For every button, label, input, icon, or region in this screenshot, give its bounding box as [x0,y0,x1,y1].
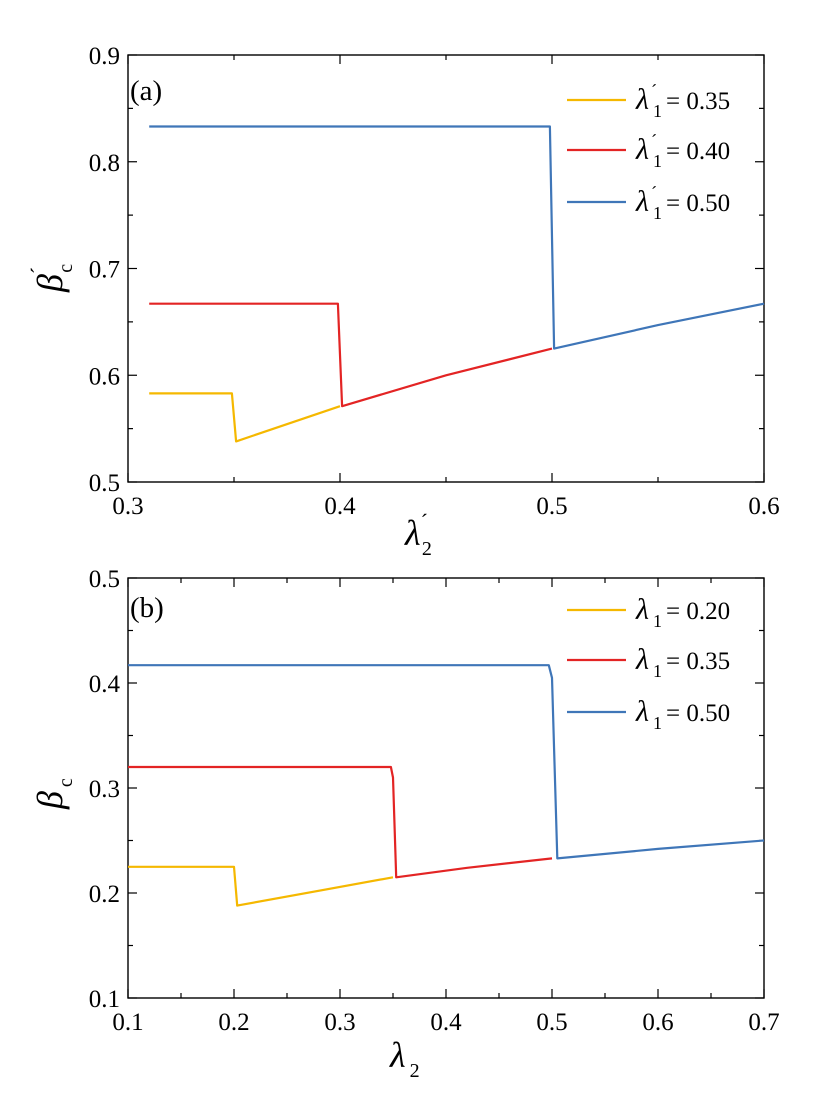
chart-panel-b: 0.1 0.2 0.3 0.4 0.5 0.6 0.7 0.1 0.2 0.3 0.4 0.5 (b) λ… [30,566,780,1082]
y-axis-label: βc [30,778,77,810]
x-tick-label: 0.4 [430,1009,462,1036]
x-tick-label: 0.4 [324,493,356,520]
panel-label: (b) [130,592,164,624]
legend-entry-3: λ 1 = 0.50 [635,695,730,733]
x-tick-label: 0.3 [112,493,143,520]
x-tick-label: 0.5 [536,493,567,520]
x-tick-label: 0.1 [112,1009,143,1036]
plot-frame [127,577,765,999]
y-tick-label: 0.1 [89,986,120,1013]
series-line-1 [128,865,394,907]
y-tick-label: 0.6 [89,363,120,390]
y-tick-label: 0.2 [89,881,120,908]
legend-entry-1: λ 1 = 0.20 [635,593,730,631]
y-tick-label: 0.8 [89,150,120,177]
series-line-1 [149,392,341,443]
x-tick-label: 0.3 [324,1009,355,1036]
x-axis-label: λ´ 2 [404,509,432,560]
y-tick-label: 0.7 [89,257,120,284]
series-line-2 [128,765,553,879]
x-tick-label: 0.2 [218,1009,249,1036]
x-tick-label: 0.5 [536,1009,567,1036]
plot-frame [127,54,765,483]
y-axis-label: β´ c [26,264,77,293]
legend-entry-1: λ ´ 1 = 0.35 [635,81,730,121]
y-tick-label: 0.5 [89,470,120,497]
legend-entry-2: λ ´ 1 = 0.40 [635,131,730,171]
y-tick-label: 0.4 [89,671,121,698]
x-tick-label: 0.7 [748,1009,779,1036]
series-line-3 [128,664,765,860]
series-line-3 [149,125,765,350]
panel-label: (a) [130,75,162,107]
legend-entry-3: λ ´ 1 = 0.50 [635,183,730,223]
y-tick-label: 0.9 [89,43,120,70]
y-tick-label: 0.3 [89,776,120,803]
y-tick-label: 0.5 [89,566,120,593]
x-tick-label: 0.6 [748,493,779,520]
legend-entry-2: λ 1 = 0.35 [635,643,730,681]
x-tick-label: 0.6 [642,1009,673,1036]
series-line-2 [149,302,553,408]
chart-panel-a: 0.3 0.4 0.5 0.6 0.5 0.6 0.7 0.8 0.9 (a) λ ´ 1 = 0.35 λ… [26,43,780,560]
